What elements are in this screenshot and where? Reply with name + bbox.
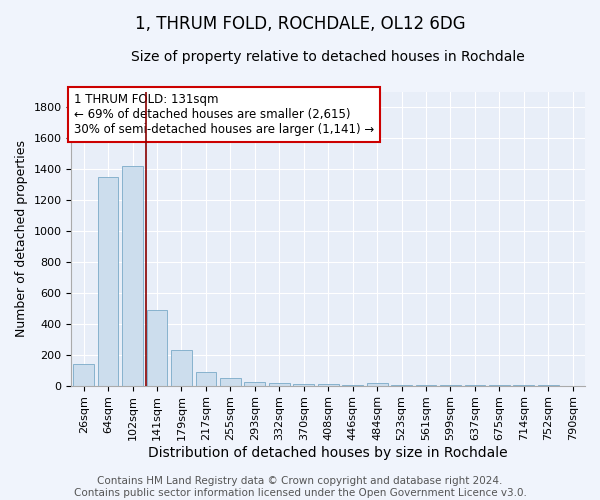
Bar bbox=[269, 382, 290, 386]
Bar bbox=[171, 350, 192, 386]
Bar bbox=[342, 385, 363, 386]
Bar bbox=[98, 176, 118, 386]
Bar bbox=[122, 166, 143, 386]
Text: 1, THRUM FOLD, ROCHDALE, OL12 6DG: 1, THRUM FOLD, ROCHDALE, OL12 6DG bbox=[134, 15, 466, 33]
Bar bbox=[293, 384, 314, 386]
Y-axis label: Number of detached properties: Number of detached properties bbox=[15, 140, 28, 337]
Bar bbox=[196, 372, 217, 386]
Bar bbox=[244, 382, 265, 386]
Bar bbox=[73, 364, 94, 386]
Title: Size of property relative to detached houses in Rochdale: Size of property relative to detached ho… bbox=[131, 50, 525, 64]
Bar bbox=[367, 384, 388, 386]
Bar bbox=[220, 378, 241, 386]
Bar bbox=[318, 384, 338, 386]
Text: 1 THRUM FOLD: 131sqm
← 69% of detached houses are smaller (2,615)
30% of semi-de: 1 THRUM FOLD: 131sqm ← 69% of detached h… bbox=[74, 93, 374, 136]
Text: Contains HM Land Registry data © Crown copyright and database right 2024.
Contai: Contains HM Land Registry data © Crown c… bbox=[74, 476, 526, 498]
Bar bbox=[391, 385, 412, 386]
X-axis label: Distribution of detached houses by size in Rochdale: Distribution of detached houses by size … bbox=[148, 446, 508, 460]
Bar bbox=[146, 310, 167, 386]
